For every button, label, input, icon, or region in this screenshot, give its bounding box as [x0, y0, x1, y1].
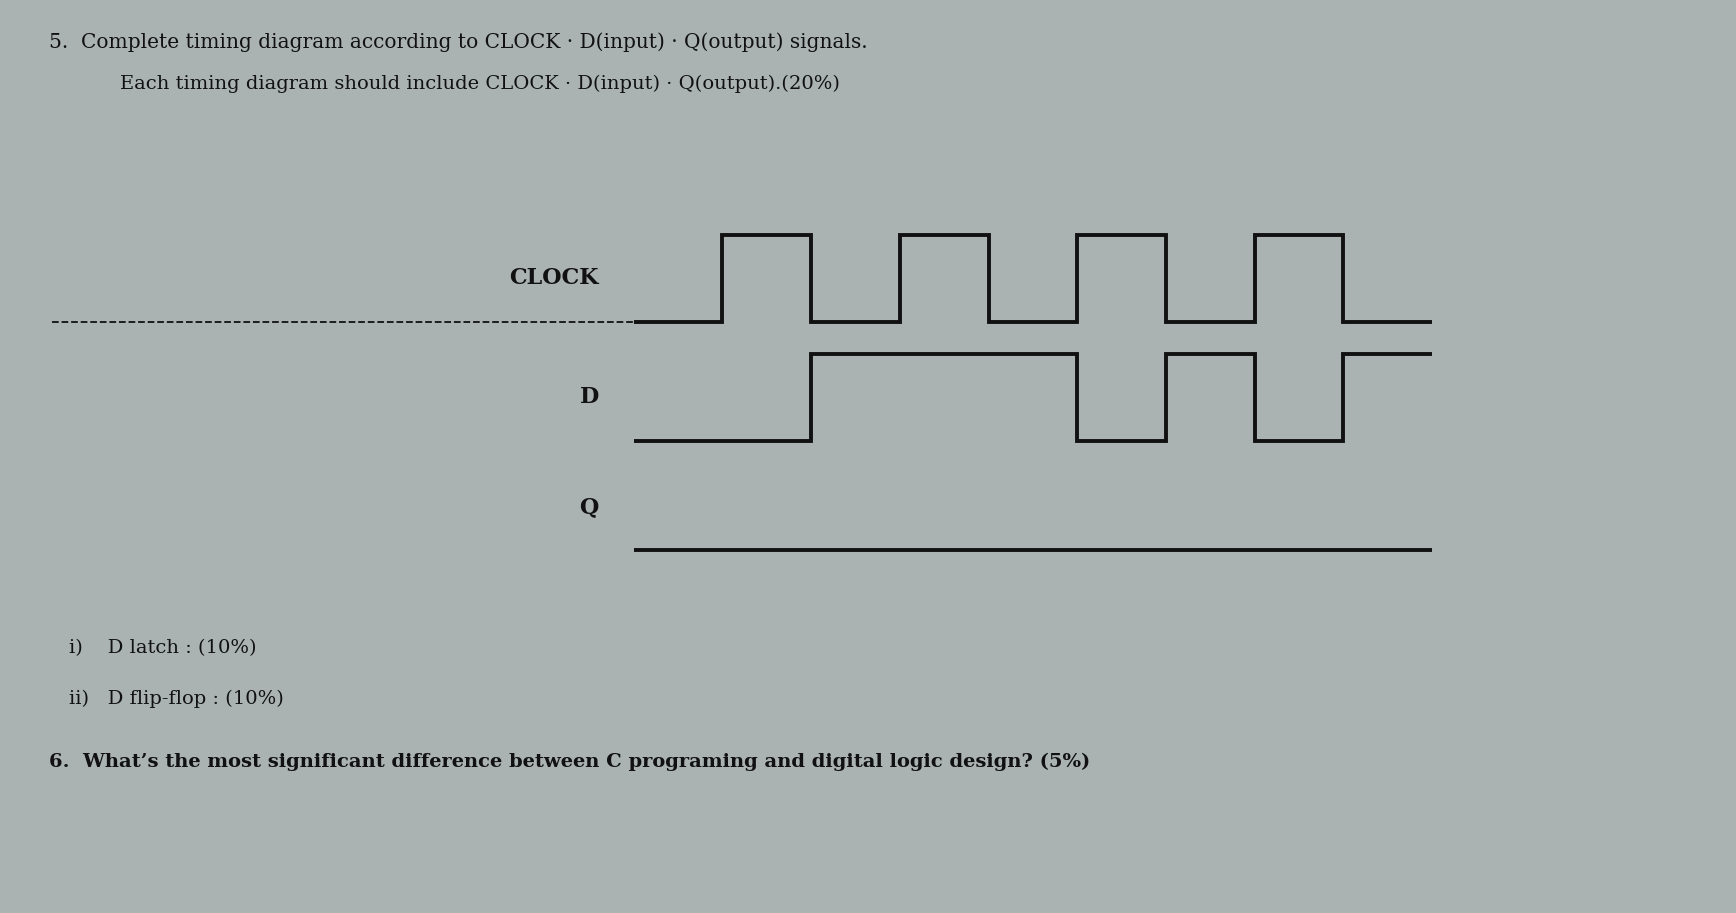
Text: CLOCK: CLOCK [509, 268, 599, 289]
Text: Each timing diagram should include CLOCK · D(input) · Q(output).(20%): Each timing diagram should include CLOCK… [95, 75, 840, 93]
Text: i)    D latch : (10%): i) D latch : (10%) [69, 639, 257, 657]
Text: ii)   D flip-flop : (10%): ii) D flip-flop : (10%) [69, 689, 285, 708]
Text: Q: Q [580, 496, 599, 518]
Text: 6.  What’s the most significant difference between C programing and digital logi: 6. What’s the most significant differenc… [49, 753, 1090, 771]
Text: D: D [580, 386, 599, 408]
Text: 5.  Complete timing diagram according to CLOCK · D(input) · Q(output) signals.: 5. Complete timing diagram according to … [49, 32, 868, 52]
